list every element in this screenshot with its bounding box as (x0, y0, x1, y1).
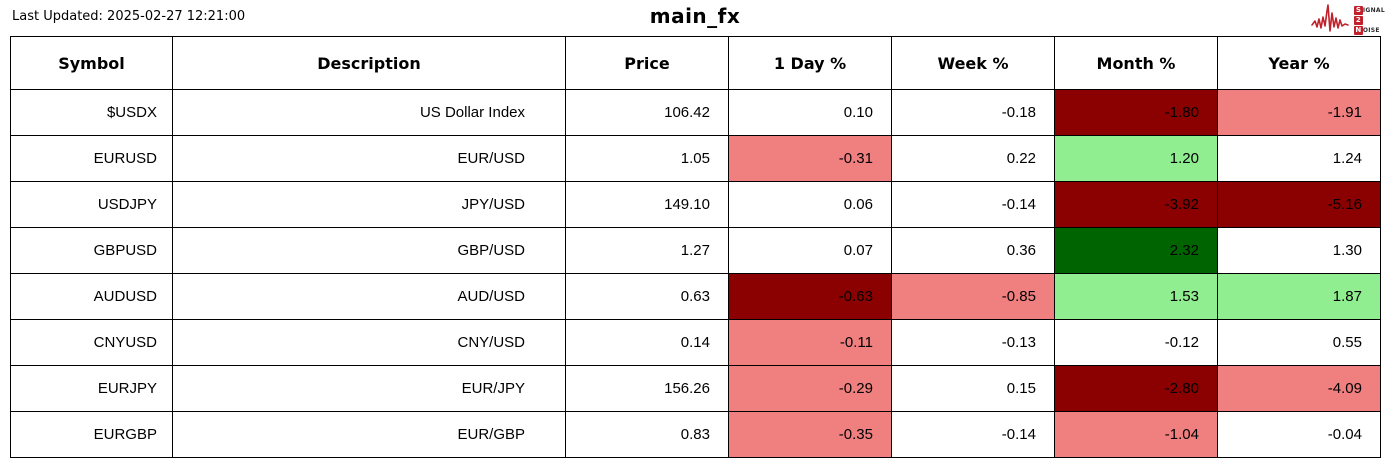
logo-text-ignal: IGNAL (1362, 6, 1385, 14)
week-change-cell: 0.15 (891, 365, 1055, 412)
year-change-cell: -4.09 (1217, 365, 1381, 412)
page-title: main_fx (649, 4, 741, 28)
column-header-1-day-: 1 Day % (728, 36, 892, 90)
month-change-cell: -3.92 (1054, 181, 1218, 228)
table-row: EURGBP EUR/GBP 0.83 -0.35 -0.14 -1.04 -0.04 (10, 411, 1381, 458)
column-header-price: Price (565, 36, 729, 90)
day-change-cell: -0.35 (728, 411, 892, 458)
year-change-cell: -0.04 (1217, 411, 1381, 458)
price-cell: 0.83 (565, 411, 729, 458)
description-cell: EUR/USD (172, 135, 566, 182)
column-header-year-: Year % (1217, 36, 1381, 90)
description-cell: EUR/GBP (172, 411, 566, 458)
week-change-cell: -0.18 (891, 89, 1055, 136)
day-change-cell: 0.10 (728, 89, 892, 136)
description-cell: CNY/USD (172, 319, 566, 366)
month-change-cell: -1.80 (1054, 89, 1218, 136)
description-cell: EUR/JPY (172, 365, 566, 412)
symbol-cell: EURUSD (10, 135, 173, 182)
column-header-description: Description (172, 36, 566, 90)
price-cell: 149.10 (565, 181, 729, 228)
week-change-cell: -0.85 (891, 273, 1055, 320)
month-change-cell: -2.80 (1054, 365, 1218, 412)
description-cell: US Dollar Index (172, 89, 566, 136)
day-change-cell: -0.29 (728, 365, 892, 412)
symbol-cell: $USDX (10, 89, 173, 136)
table-row: AUDUSD AUD/USD 0.63 -0.63 -0.85 1.53 1.87 (10, 273, 1381, 320)
price-cell: 0.14 (565, 319, 729, 366)
price-cell: 1.05 (565, 135, 729, 182)
price-cell: 1.27 (565, 227, 729, 274)
top-bar: Last Updated: 2025-02-27 12:21:00 main_f… (0, 0, 1390, 36)
column-header-week-: Week % (891, 36, 1055, 90)
symbol-cell: AUDUSD (10, 273, 173, 320)
last-updated-timestamp: Last Updated: 2025-02-27 12:21:00 (12, 9, 246, 24)
year-change-cell: 1.24 (1217, 135, 1381, 182)
table-row: CNYUSD CNY/USD 0.14 -0.11 -0.13 -0.12 0.55 (10, 319, 1381, 366)
year-change-cell: 1.30 (1217, 227, 1381, 274)
day-change-cell: -0.31 (728, 135, 892, 182)
price-cell: 106.42 (565, 89, 729, 136)
fx-rates-table: Symbol Description Price 1 Day % Week % Month… (10, 36, 1381, 458)
description-cell: GBP/USD (172, 227, 566, 274)
month-change-cell: -1.04 (1054, 411, 1218, 458)
week-change-cell: 0.36 (891, 227, 1055, 274)
table-row: GBPUSD GBP/USD 1.27 0.07 0.36 2.32 1.30 (10, 227, 1381, 274)
symbol-cell: USDJPY (10, 181, 173, 228)
symbol-cell: CNYUSD (10, 319, 173, 366)
column-header-symbol: Symbol (10, 36, 173, 90)
week-change-cell: -0.14 (891, 411, 1055, 458)
month-change-cell: -0.12 (1054, 319, 1218, 366)
week-change-cell: 0.22 (891, 135, 1055, 182)
year-change-cell: -1.91 (1217, 89, 1381, 136)
waveform-icon (1311, 2, 1353, 38)
year-change-cell: 0.55 (1217, 319, 1381, 366)
day-change-cell: 0.06 (728, 181, 892, 228)
symbol-cell: EURGBP (10, 411, 173, 458)
table-row: EURUSD EUR/USD 1.05 -0.31 0.22 1.20 1.24 (10, 135, 1381, 182)
day-change-cell: -0.63 (728, 273, 892, 320)
column-header-month-: Month % (1054, 36, 1218, 90)
price-cell: 156.26 (565, 365, 729, 412)
logo-letter-s: S (1353, 5, 1363, 15)
table-row: $USDX US Dollar Index 106.42 0.10 -0.18 -1.80… (10, 89, 1381, 136)
signal2noise-logo: S IGNAL 2 N OISE (1311, 2, 1385, 38)
table-header-row: Symbol Description Price 1 Day % Week % Month… (10, 36, 1381, 90)
month-change-cell: 2.32 (1054, 227, 1218, 274)
description-cell: AUD/USD (172, 273, 566, 320)
symbol-cell: GBPUSD (10, 227, 173, 274)
year-change-cell: 1.87 (1217, 273, 1381, 320)
day-change-cell: 0.07 (728, 227, 892, 274)
table-row: USDJPY JPY/USD 149.10 0.06 -0.14 -3.92 -5.16 (10, 181, 1381, 228)
month-change-cell: 1.20 (1054, 135, 1218, 182)
logo-text: S IGNAL 2 N OISE (1353, 5, 1385, 35)
logo-letter-2: 2 (1353, 15, 1363, 25)
price-cell: 0.63 (565, 273, 729, 320)
symbol-cell: EURJPY (10, 365, 173, 412)
week-change-cell: -0.14 (891, 181, 1055, 228)
table-row: EURJPY EUR/JPY 156.26 -0.29 0.15 -2.80 -4.09 (10, 365, 1381, 412)
day-change-cell: -0.11 (728, 319, 892, 366)
description-cell: JPY/USD (172, 181, 566, 228)
logo-letter-n: N (1353, 25, 1363, 35)
year-change-cell: -5.16 (1217, 181, 1381, 228)
month-change-cell: 1.53 (1054, 273, 1218, 320)
logo-text-oise: OISE (1362, 26, 1380, 34)
week-change-cell: -0.13 (891, 319, 1055, 366)
